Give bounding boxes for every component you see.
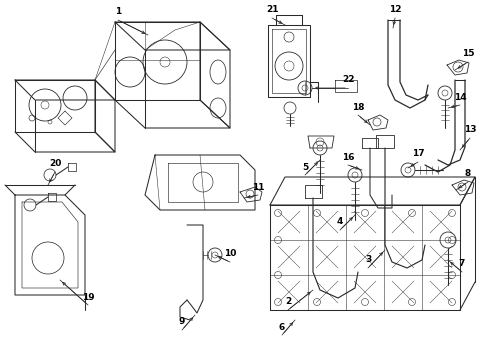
Text: 8: 8 <box>465 170 471 179</box>
Text: 19: 19 <box>82 292 94 302</box>
Text: 4: 4 <box>337 217 343 226</box>
Text: 6: 6 <box>279 323 285 332</box>
Text: 16: 16 <box>342 153 354 162</box>
Text: 17: 17 <box>412 149 424 158</box>
Text: 7: 7 <box>459 260 465 269</box>
Text: 22: 22 <box>342 76 354 85</box>
Text: 12: 12 <box>389 5 401 14</box>
Text: 11: 11 <box>252 183 264 192</box>
Text: 15: 15 <box>462 49 474 58</box>
Text: 10: 10 <box>224 249 236 258</box>
Text: 13: 13 <box>464 126 476 135</box>
Text: 2: 2 <box>285 297 291 306</box>
Text: 18: 18 <box>352 103 364 112</box>
Text: 9: 9 <box>179 318 185 327</box>
Text: 1: 1 <box>115 8 121 17</box>
Text: 20: 20 <box>49 159 61 168</box>
Text: 3: 3 <box>365 256 371 265</box>
Text: 5: 5 <box>302 162 308 171</box>
Text: 14: 14 <box>454 93 466 102</box>
Text: 21: 21 <box>266 5 278 14</box>
